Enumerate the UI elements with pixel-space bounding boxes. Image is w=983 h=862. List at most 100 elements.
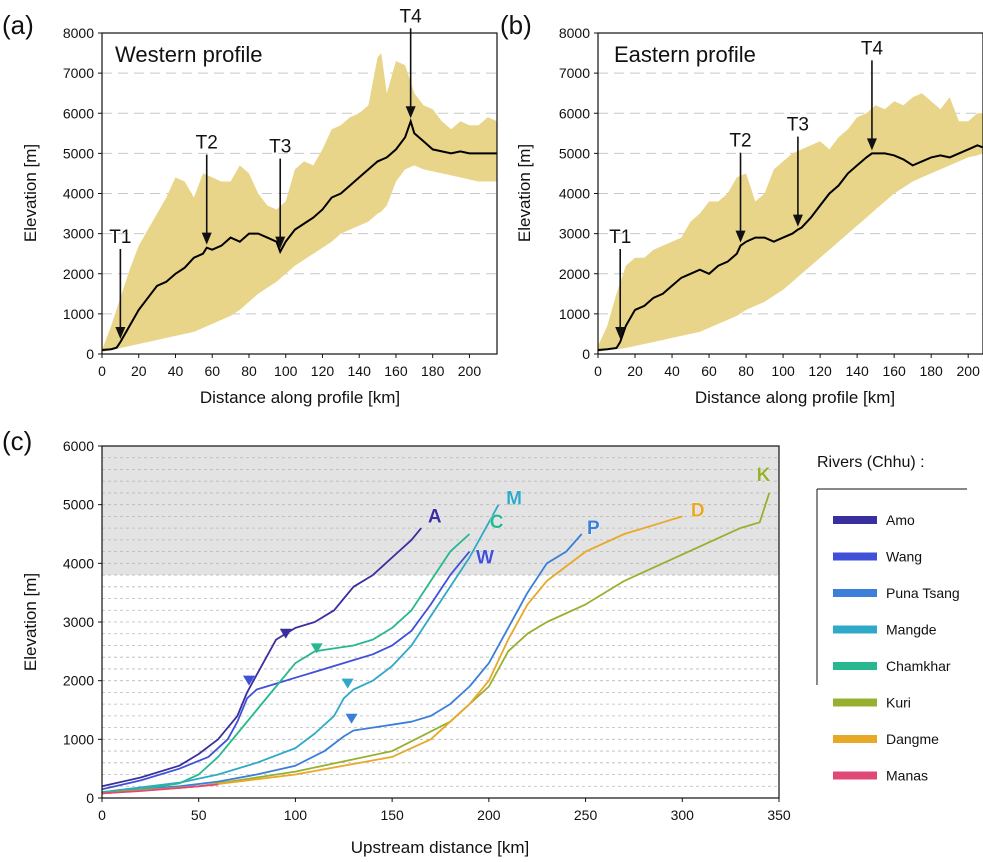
knickpoint-marker-wang [243, 675, 256, 686]
panel-a-letter: (a) [2, 10, 34, 40]
panel-c-knickpoints [243, 628, 358, 724]
panel-b-ylabel: Elevation [m] [515, 144, 534, 242]
legend-items: Amo Wang Puna Tsang Mangde Chamkhar Kuri Dangm… [833, 512, 960, 784]
annotation-arrowhead-T3 [792, 214, 803, 227]
legend-swatch-mangde [833, 625, 877, 634]
annotation-arrowhead-T4 [866, 138, 877, 151]
legend-label-dangme: Dangme [886, 731, 939, 747]
y-tick-label: 0 [582, 346, 590, 362]
x-tick-label: 200 [957, 363, 981, 379]
y-tick-label: 6000 [63, 105, 94, 121]
river-line-amo [101, 527, 422, 788]
high-elevation-band [102, 446, 779, 576]
river-line-puna-tsang [101, 533, 583, 793]
legend-label-mangde: Mangde [886, 622, 937, 638]
x-tick-label: 300 [671, 807, 695, 823]
x-tick-label: 0 [98, 807, 106, 823]
x-tick-label: 150 [380, 807, 404, 823]
annotation-arrowhead-T1 [615, 326, 626, 339]
elevation-envelope [598, 93, 983, 352]
river-label-kuri: K [757, 465, 771, 486]
panel-c-xlabel: Upstream distance [km] [351, 838, 530, 857]
panel-a-profile [101, 118, 497, 351]
legend-title: Rivers (Chhu) : [817, 454, 925, 471]
y-tick-label: 7000 [63, 65, 94, 81]
x-tick-label: 100 [284, 807, 308, 823]
panel-b-title: Eastern profile [614, 42, 756, 67]
panel-b: (b) T1 T2 T3 T4 Eastern profile 0 20 40 60 80 10… [500, 10, 983, 407]
panel-c-yticks: 0 1000 2000 3000 4000 5000 6000 [63, 438, 102, 806]
y-tick-label: 3000 [559, 226, 590, 242]
x-tick-label: 20 [131, 363, 147, 379]
legend: Rivers (Chhu) : Amo Wang Puna Tsang Mangde C… [816, 454, 967, 784]
panel-a-xticks: 0 20 40 60 80 100 120 140 160 180 200 [98, 354, 481, 379]
annotation-label-T1: T1 [109, 227, 131, 248]
x-tick-label: 50 [191, 807, 207, 823]
panel-b-yticks: 0 1000 2000 3000 4000 5000 6000 7000 8000 [559, 25, 598, 362]
y-tick-label: 3000 [63, 614, 94, 630]
x-tick-label: 0 [98, 363, 106, 379]
x-tick-label: 40 [168, 363, 184, 379]
y-tick-label: 1000 [63, 306, 94, 322]
panel-a-ylabel: Elevation [m] [21, 144, 40, 242]
x-tick-label: 160 [384, 363, 408, 379]
river-label-puna-tsang: P [587, 518, 600, 539]
river-label-amo: A [428, 506, 442, 527]
river-line-dangme [101, 515, 683, 795]
knickpoint-marker-mangde [341, 678, 354, 689]
panel-c-shaded-band [102, 446, 779, 576]
y-tick-label: 1000 [63, 731, 94, 747]
knickpoint-marker-amo [279, 628, 292, 639]
x-tick-label: 140 [348, 363, 372, 379]
y-tick-label: 8000 [63, 25, 94, 41]
legend-label-wang: Wang [886, 549, 922, 565]
annotation-arrowhead-T2 [201, 232, 212, 245]
legend-swatch-wang [833, 552, 877, 561]
y-tick-label: 2000 [63, 673, 94, 689]
panel-b-annotations: T1 T2 T3 T4 [609, 38, 883, 339]
panel-a-annotations: T1 T2 T3 T4 [109, 6, 422, 339]
x-tick-label: 40 [664, 363, 680, 379]
annotation-label-T1: T1 [609, 227, 631, 248]
panel-b-xlabel: Distance along profile [km] [695, 388, 895, 407]
legend-label-amo: Amo [886, 512, 915, 528]
legend-swatch-kuri [833, 698, 877, 707]
y-tick-label: 7000 [559, 65, 590, 81]
y-tick-label: 4000 [559, 186, 590, 202]
x-tick-label: 100 [274, 363, 298, 379]
panel-a-yticks: 0 1000 2000 3000 4000 5000 6000 7000 8000 [63, 25, 102, 362]
x-tick-label: 200 [458, 363, 482, 379]
x-tick-label: 100 [771, 363, 795, 379]
x-tick-label: 160 [882, 363, 906, 379]
panel-b-profile [597, 144, 983, 351]
x-tick-label: 180 [919, 363, 943, 379]
panel-a-envelope [102, 53, 497, 352]
river-profile-line [101, 118, 497, 351]
legend-swatch-puna-tsang [833, 589, 877, 597]
y-tick-label: 2000 [559, 266, 590, 282]
river-label-wang: W [476, 547, 494, 568]
x-tick-label: 80 [738, 363, 754, 379]
panel-b-xticks: 0 20 40 60 80 100 120 140 160 180 200 [594, 354, 980, 379]
river-label-chamkhar: C [490, 512, 504, 533]
x-tick-label: 80 [241, 363, 257, 379]
annotation-arrowhead-T4 [405, 106, 416, 119]
y-tick-label: 1000 [559, 306, 590, 322]
river-label-mangde: M [506, 489, 522, 510]
y-tick-label: 5000 [63, 497, 94, 513]
x-tick-label: 140 [845, 363, 869, 379]
annotation-label-T2: T2 [196, 133, 218, 154]
x-tick-label: 60 [204, 363, 220, 379]
legend-label-kuri: Kuri [886, 695, 911, 711]
x-tick-label: 60 [701, 363, 717, 379]
y-tick-label: 6000 [559, 105, 590, 121]
river-line-mangde [101, 504, 500, 793]
y-tick-label: 6000 [63, 438, 94, 454]
x-tick-label: 350 [767, 807, 791, 823]
panel-c-grid [102, 457, 779, 787]
y-tick-label: 8000 [559, 25, 590, 41]
x-tick-label: 120 [808, 363, 832, 379]
x-tick-label: 120 [311, 363, 335, 379]
annotation-label-T2: T2 [729, 131, 751, 152]
